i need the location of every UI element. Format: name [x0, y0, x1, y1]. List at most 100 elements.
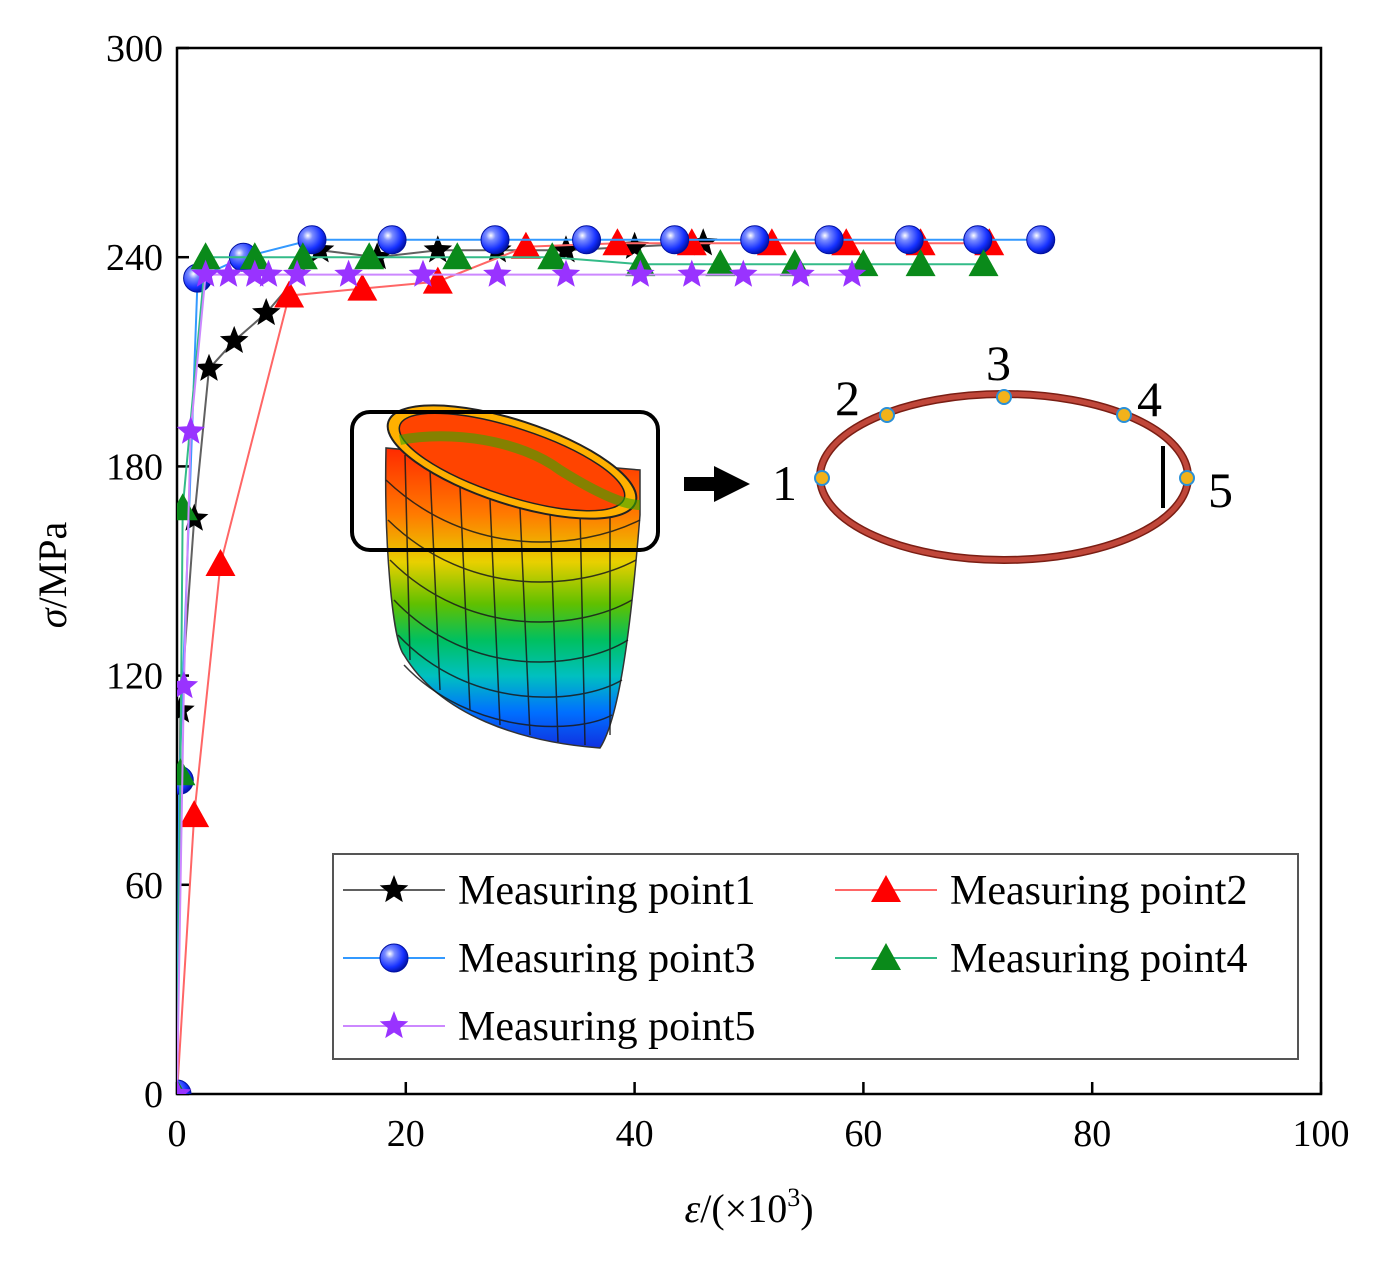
zoom-box [350, 410, 660, 552]
series-1-point [620, 231, 649, 259]
y-tick-label: 180 [106, 446, 163, 488]
series-4-point [239, 242, 270, 270]
legend-label: Measuring point2 [950, 868, 1247, 914]
x-tick-label: 40 [616, 1113, 654, 1155]
series-2 [177, 228, 1005, 1094]
series-5-point [282, 259, 312, 287]
legend-label: Measuring point3 [458, 936, 755, 982]
x-tick-label: 80 [1073, 1113, 1111, 1155]
series-5-point [191, 259, 220, 287]
series-1-point [219, 325, 249, 353]
ring-label-5: 5 [1208, 462, 1233, 518]
series-4-point [442, 242, 473, 270]
plot-frame [175, 46, 1323, 1096]
legend-items: Measuring point1 Measuring point2 Measurin… [343, 868, 1247, 1050]
y-tick-label: 240 [106, 237, 163, 279]
x-tick-label: 100 [1293, 1113, 1350, 1155]
axis-tick-labels: 0 20 40 60 80 100 0 60 120 180 240 300 [106, 28, 1350, 1155]
x-axis-title: ε/(×103) [684, 1183, 813, 1231]
series-5-point [786, 259, 815, 287]
ring-label-3: 3 [986, 335, 1011, 391]
series-5 [177, 259, 867, 1094]
series-5-point [240, 259, 270, 287]
series-5-point [626, 259, 655, 287]
legend: Measuring point1 Measuring point2 Measurin… [332, 853, 1299, 1060]
legend-marker [871, 875, 901, 902]
series-5-point [254, 259, 283, 287]
ring-point-1 [814, 470, 830, 486]
series-5-point [551, 259, 581, 287]
legend-marker [871, 943, 901, 970]
y-tick-label: 300 [106, 28, 163, 70]
arrow-right-icon [684, 466, 750, 502]
series-3-point [377, 225, 407, 255]
series-5-point [677, 259, 707, 287]
x-tick-label: 60 [844, 1113, 882, 1155]
series-4-point [905, 249, 936, 277]
series-5-point [334, 259, 363, 287]
series-1-point [689, 228, 718, 256]
ring-label-4: 4 [1137, 371, 1162, 427]
series-4-point [705, 249, 736, 277]
series-5-point [483, 259, 512, 287]
series-3-point [740, 225, 770, 255]
ring-point-3 [996, 389, 1012, 405]
y-tick-label: 0 [144, 1074, 163, 1116]
series-5-point [177, 671, 199, 699]
series-2-point [205, 549, 236, 577]
legend-label: Measuring point5 [458, 1004, 755, 1050]
series-5-point [177, 1079, 192, 1094]
cylinder-mesh [385, 454, 641, 746]
series-2-point [422, 266, 453, 294]
series-1-point [362, 242, 392, 270]
ring-point-2 [879, 407, 895, 423]
series-3-point [572, 225, 602, 255]
series-5-point [408, 259, 438, 287]
series-5-point [837, 259, 867, 287]
series-3-point [963, 225, 993, 255]
ring-label-1: 1 [772, 455, 797, 511]
series-2-point [510, 231, 541, 259]
series-5-point [729, 259, 758, 287]
ring-inset: 1 2 3 4 5 [772, 335, 1233, 564]
cylinder-contour-inset [350, 404, 750, 749]
legend-label: Measuring point4 [950, 936, 1247, 982]
series-4-point [354, 242, 385, 270]
series-2-point [274, 280, 305, 308]
legend-box [332, 853, 1299, 1060]
series-2-point [347, 273, 378, 301]
series-4-point [287, 242, 318, 270]
series-3-point [480, 225, 510, 255]
y-tick-label: 120 [106, 656, 163, 698]
legend-entry-5: Measuring point5 [343, 1004, 755, 1050]
series-5-point [214, 259, 243, 287]
series-4-point [537, 242, 568, 270]
ring-point-5 [1179, 470, 1195, 486]
legend-entry-4: Measuring point4 [835, 936, 1247, 982]
legend-label: Measuring point1 [458, 868, 755, 914]
series-3-point [894, 225, 924, 255]
series-1-point [423, 235, 453, 263]
ring-point-4 [1116, 407, 1132, 423]
series-3-point [814, 225, 844, 255]
x-tick-label: 20 [387, 1113, 425, 1155]
legend-entry-2: Measuring point2 [835, 868, 1247, 914]
legend-entry-3: Measuring point3 [343, 936, 755, 982]
ring-points [814, 389, 1195, 486]
x-tick-label: 0 [168, 1113, 187, 1155]
legend-entry-1: Measuring point1 [343, 868, 755, 914]
y-tick-label: 60 [125, 865, 163, 907]
series-3-point [1026, 225, 1056, 255]
series-2-point [179, 800, 210, 828]
legend-marker [379, 943, 409, 973]
series-1-point [194, 353, 224, 381]
series-1-point [252, 298, 281, 326]
series-2-point [602, 228, 633, 256]
y-axis-title: σ/MPa [30, 522, 75, 629]
series-5-point [177, 416, 205, 444]
series-1-point [551, 235, 581, 263]
legend-marker [379, 875, 409, 903]
series-4-point [968, 249, 999, 277]
series-4-point [177, 493, 198, 521]
